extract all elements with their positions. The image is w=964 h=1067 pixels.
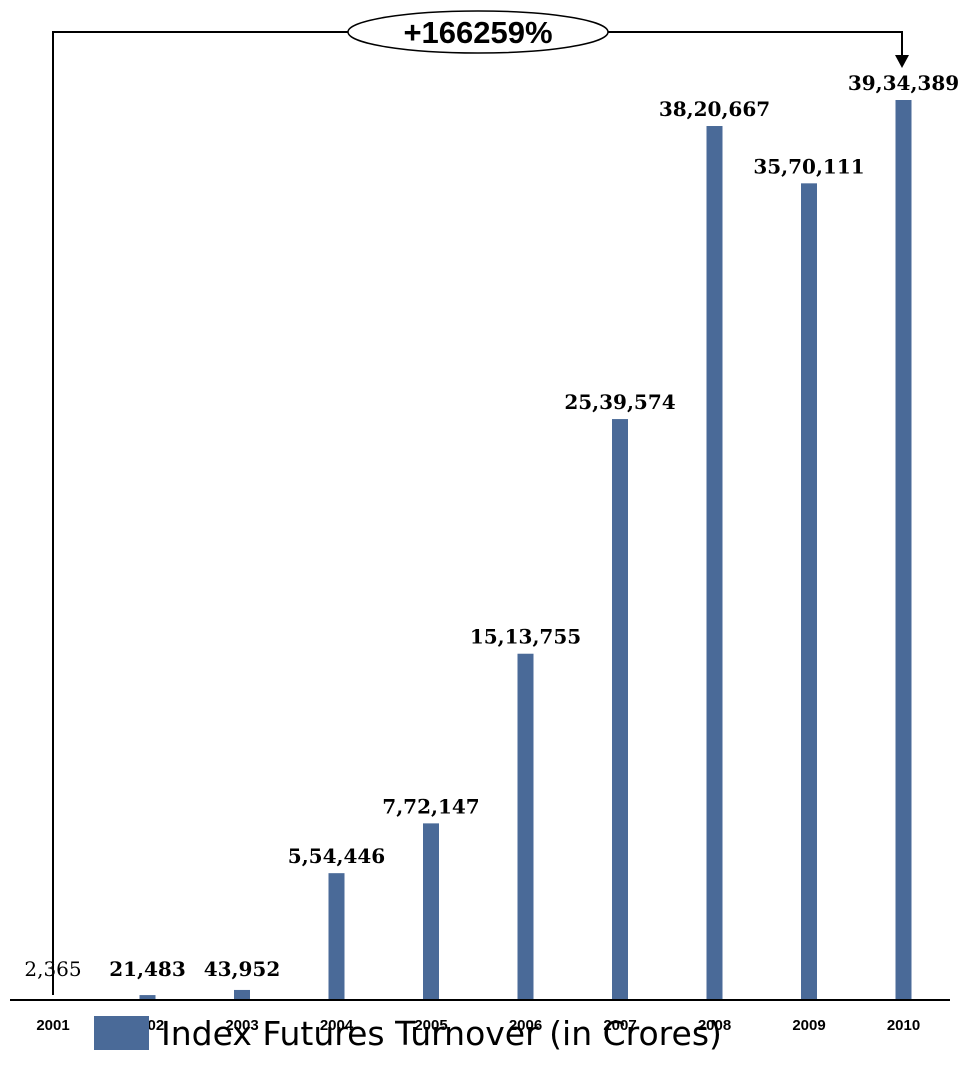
growth-percentage: +166259% bbox=[403, 15, 552, 50]
x-tick-labels: 2001200220032004200520062007200820092010 bbox=[36, 1017, 920, 1034]
bar-2009 bbox=[801, 183, 817, 1001]
value-label-2004: 5,54,446 bbox=[288, 844, 385, 868]
bar-2004 bbox=[328, 873, 345, 1000]
value-label-2009: 35,70,111 bbox=[753, 154, 864, 178]
x-tick-2008: 2008 bbox=[698, 1017, 731, 1034]
value-label-2008: 38,20,667 bbox=[659, 97, 770, 121]
value-label-2010: 39,34,389 bbox=[848, 71, 959, 95]
value-label-2006: 15,13,755 bbox=[470, 625, 581, 649]
legend-label: Index Futures Turnover (in Crores) bbox=[161, 1013, 722, 1053]
growth-annotation: +166259% bbox=[52, 10, 909, 995]
bar-chart: 2,365 21,483 43,9525,54,4467,72,14715,13,7… bbox=[10, 10, 959, 1034]
bar-2002 bbox=[139, 995, 156, 1000]
x-tick-2001: 2001 bbox=[36, 1017, 69, 1034]
growth-ellipse bbox=[347, 10, 609, 54]
x-tick-2007: 2007 bbox=[603, 1017, 636, 1034]
x-tick-2006: 2006 bbox=[509, 1017, 542, 1034]
value-label-2005: 7,72,147 bbox=[382, 794, 479, 818]
bar-2006 bbox=[517, 653, 534, 1000]
x-tick-2009: 2009 bbox=[792, 1017, 825, 1034]
value-label-2003: 43,952 bbox=[204, 957, 281, 981]
bar-2010 bbox=[895, 100, 912, 1000]
legend: Index Futures Turnover (in Crores) bbox=[94, 1008, 722, 1058]
x-tick-2003: 2003 bbox=[225, 1017, 258, 1034]
bar-2003 bbox=[234, 989, 250, 1000]
value-label-2007: 25,39,574 bbox=[564, 390, 675, 414]
x-tick-2010: 2010 bbox=[887, 1017, 920, 1034]
bar-2005 bbox=[423, 823, 439, 1000]
growth-arrowhead bbox=[895, 55, 909, 68]
value-label-2002: 21,483 bbox=[109, 957, 186, 981]
bar-2007 bbox=[612, 419, 628, 1000]
x-tick-2004: 2004 bbox=[320, 1017, 354, 1034]
growth-arrow-line bbox=[52, 31, 903, 995]
legend-swatch bbox=[94, 1016, 149, 1050]
bars-group: 2,365 21,483 43,9525,54,4467,72,14715,13,7… bbox=[24, 71, 959, 1001]
x-tick-2005: 2005 bbox=[414, 1017, 447, 1034]
bar-2008 bbox=[706, 126, 723, 1000]
